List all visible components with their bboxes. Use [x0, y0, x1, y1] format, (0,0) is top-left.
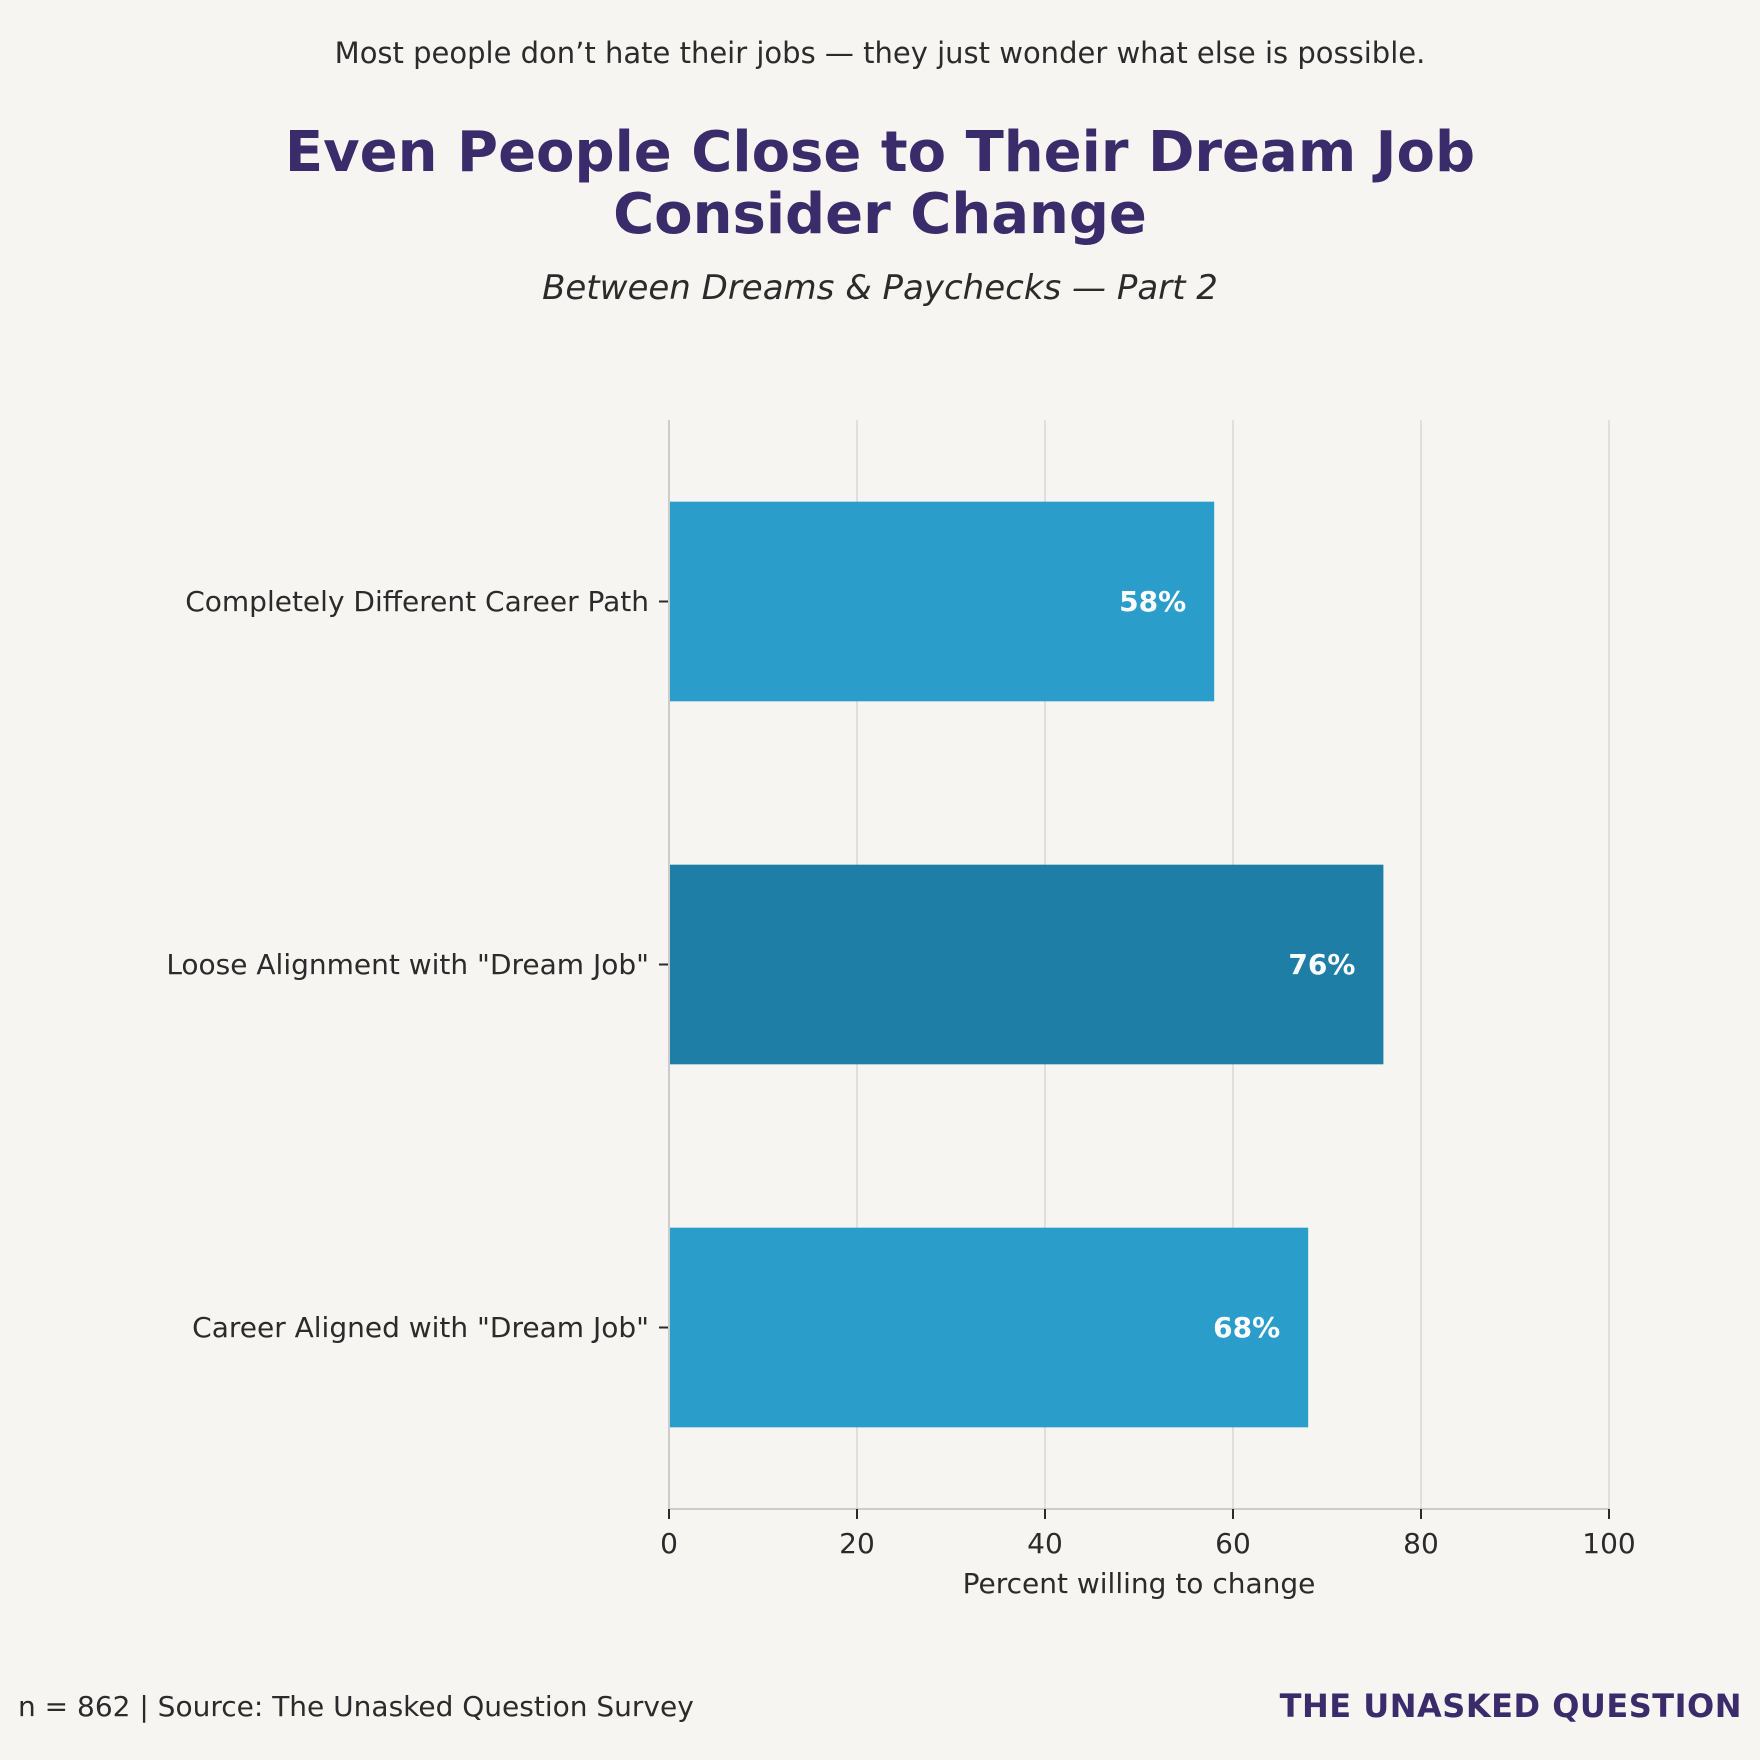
brand-logo-text: THE UNASKED QUESTION [1279, 1687, 1742, 1725]
x-axis-title: Percent willing to change [963, 1567, 1316, 1600]
chart-title-line-1: Even People Close to Their Dream Job [284, 120, 1476, 185]
x-tick-label: 20 [839, 1527, 875, 1560]
bar [669, 1227, 1309, 1428]
x-tick-label: 80 [1403, 1527, 1439, 1560]
x-tick-label: 40 [1027, 1527, 1063, 1560]
chart-subtitle: Between Dreams & Paychecks — Part 2 [542, 268, 1218, 308]
x-tick-label: 60 [1215, 1527, 1251, 1560]
chart-tagline: Most people don’t hate their jobs — they… [334, 36, 1426, 70]
axes: Completely Different Career Path Loose Al… [166, 420, 1636, 1560]
y-tick-label: Career Aligned with "Dream Job" [192, 1311, 649, 1344]
x-tick-label: 0 [660, 1527, 678, 1560]
source-note: n = 862 | Source: The Unasked Question S… [18, 1690, 694, 1723]
chart-title: Even People Close to Their Dream Job Con… [0, 122, 1760, 246]
bars: 58% 76% 68% [669, 501, 1384, 1428]
y-tick-label: Completely Different Career Path [185, 585, 649, 618]
bar-data-label: 76% [1288, 948, 1355, 981]
bar-data-label: 68% [1213, 1311, 1280, 1344]
bar-data-label: 58% [1119, 585, 1186, 618]
y-tick-label: Loose Alignment with "Dream Job" [166, 948, 649, 981]
bar [669, 864, 1384, 1065]
chart-title-line-2: Consider Change [613, 182, 1147, 247]
bar [669, 501, 1215, 702]
x-tick-label: 100 [1582, 1527, 1635, 1560]
